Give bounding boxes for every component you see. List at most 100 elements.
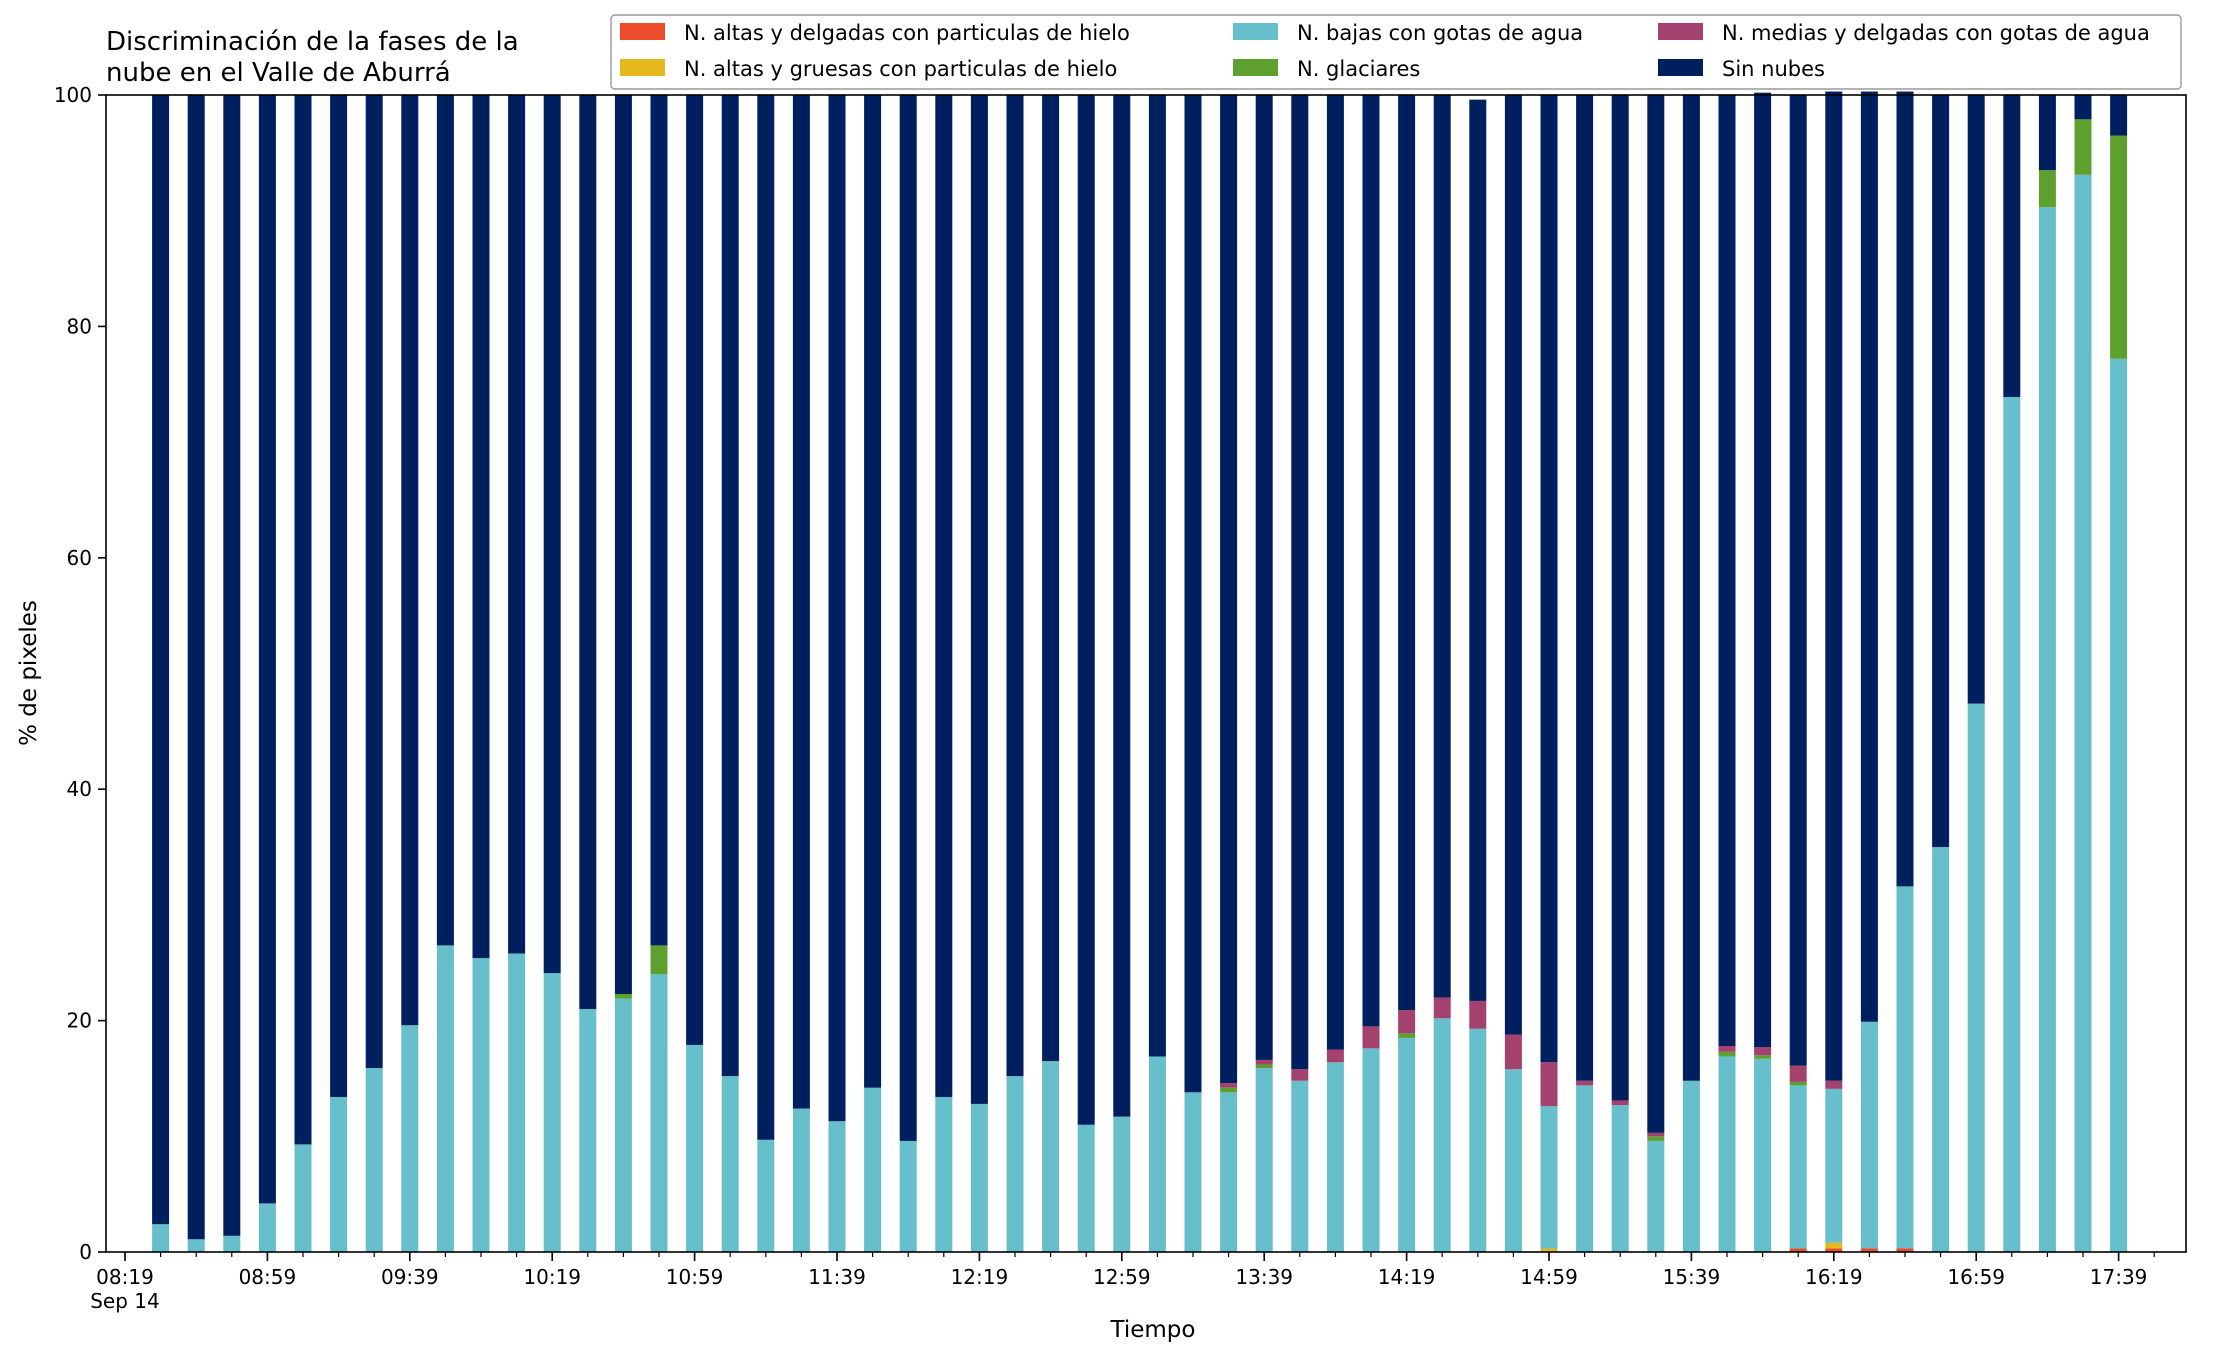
bar-segment-1429-s4 bbox=[1433, 997, 1451, 1019]
bar-segment-1529-s4 bbox=[1647, 1132, 1665, 1137]
bar-segment-1319-s5 bbox=[1184, 95, 1202, 1093]
bar-segment-1129-s2 bbox=[792, 1108, 810, 1252]
bar-segment-1649-s2 bbox=[1932, 847, 1950, 1252]
bar-segment-1159-s2 bbox=[899, 1140, 917, 1252]
bar-segment-1449-s5 bbox=[1504, 95, 1522, 1035]
bar-segment-1739-s5 bbox=[2110, 95, 2128, 136]
legend-label-1: N. altas y gruesas con particulas de hie… bbox=[684, 57, 1117, 81]
bar-segment-1329-s4 bbox=[1220, 1083, 1238, 1088]
bar-segment-1729-s2 bbox=[2074, 174, 2092, 1253]
y-tick-label-0: 0 bbox=[79, 1240, 92, 1264]
bar-segment-1709-s5 bbox=[2003, 95, 2021, 397]
bar-segment-1619-s0 bbox=[1825, 1248, 1843, 1252]
bar-segment-1059-s2 bbox=[686, 1044, 704, 1252]
x-tick-label-12: 16:19 bbox=[1805, 1265, 1863, 1289]
bar-segment-1519-s2 bbox=[1611, 1105, 1629, 1252]
bar-segment-1309-s2 bbox=[1148, 1056, 1166, 1252]
bar-segment-1519-s5 bbox=[1611, 95, 1629, 1101]
bar-segment-1619-s4 bbox=[1825, 1080, 1843, 1089]
bar-segment-1249-s2 bbox=[1077, 1124, 1095, 1252]
bar-segment-1609-s0 bbox=[1789, 1248, 1807, 1252]
bar-segment-1419-s3 bbox=[1398, 1033, 1416, 1038]
bar-segment-1439-s5 bbox=[1469, 99, 1487, 1001]
bar-segment-1719-s3 bbox=[2038, 170, 2056, 208]
bar-segment-1249-s5 bbox=[1077, 95, 1095, 1125]
bar-segment-0849-s5 bbox=[223, 95, 241, 1236]
legend-swatch-5 bbox=[1658, 59, 1703, 76]
bar-segment-1619-s5 bbox=[1825, 91, 1843, 1081]
bar-segment-1549-s3 bbox=[1718, 1051, 1736, 1057]
bar-segment-1709-s2 bbox=[2003, 396, 2021, 1253]
bar-segment-0859-s2 bbox=[258, 1203, 276, 1252]
bar-segment-1219-s2 bbox=[970, 1103, 988, 1252]
legend-label-5: Sin nubes bbox=[1722, 57, 1825, 81]
bar-segment-1539-s5 bbox=[1682, 95, 1700, 1081]
chart-title: Discriminación de la fases de la nube en … bbox=[106, 27, 519, 88]
legend-label-3: N. glaciares bbox=[1297, 57, 1420, 81]
bar-segment-1029-s2 bbox=[579, 1009, 597, 1252]
bar-segment-1549-s4 bbox=[1718, 1046, 1736, 1052]
bar-segment-1609-s5 bbox=[1789, 95, 1807, 1066]
x-tick-label-4: 10:59 bbox=[666, 1265, 724, 1289]
bar-segment-1619-s1 bbox=[1825, 1242, 1843, 1249]
legend-swatch-3 bbox=[1233, 59, 1278, 76]
bar-segment-0959-s2 bbox=[472, 958, 490, 1252]
bar-segment-1409-s5 bbox=[1362, 95, 1380, 1027]
bar-segment-0939-s2 bbox=[401, 1025, 419, 1252]
bar-segment-1419-s2 bbox=[1398, 1037, 1416, 1252]
bar-segment-1619-s2 bbox=[1825, 1088, 1843, 1243]
bar-segment-1219-s5 bbox=[970, 95, 988, 1104]
bar-segment-1339-s2 bbox=[1255, 1068, 1273, 1252]
bar-segment-1309-s5 bbox=[1148, 95, 1166, 1057]
bar-segment-1429-s5 bbox=[1433, 95, 1451, 998]
bar-segment-0829-s2 bbox=[152, 1224, 170, 1252]
bar-segment-1359-s2 bbox=[1326, 1062, 1344, 1252]
bar-segment-1159-s5 bbox=[899, 95, 917, 1141]
bar-segment-1609-s4 bbox=[1789, 1065, 1807, 1082]
bar-segment-1549-s5 bbox=[1718, 95, 1736, 1047]
bar-segment-1359-s5 bbox=[1326, 95, 1344, 1050]
bar-segment-1649-s5 bbox=[1932, 95, 1950, 848]
bar-segment-1229-s5 bbox=[1006, 95, 1024, 1077]
x-tick-label-2: 09:39 bbox=[381, 1265, 439, 1289]
x-tick-label-14: 17:39 bbox=[2090, 1265, 2148, 1289]
bar-segment-1439-s2 bbox=[1469, 1028, 1487, 1252]
bar-segment-1719-s2 bbox=[2038, 207, 2056, 1253]
x-tick-label-6: 12:19 bbox=[951, 1265, 1009, 1289]
bar-segment-1119-s2 bbox=[757, 1139, 775, 1252]
bar-segment-0929-s5 bbox=[365, 95, 383, 1069]
bar-segment-1639-s5 bbox=[1896, 91, 1914, 887]
bar-segment-0839-s2 bbox=[187, 1239, 205, 1252]
bar-segment-1139-s5 bbox=[828, 95, 846, 1122]
bar-segment-1049-s2 bbox=[650, 974, 668, 1252]
bar-segment-0829-s5 bbox=[152, 95, 170, 1225]
bar-segment-1419-s4 bbox=[1398, 1010, 1416, 1034]
bar-segment-1109-s5 bbox=[721, 95, 739, 1077]
bar-segment-0949-s2 bbox=[436, 945, 454, 1252]
bar-segment-1609-s3 bbox=[1789, 1081, 1807, 1086]
x-tick-label-7: 12:59 bbox=[1093, 1265, 1151, 1289]
bar-segment-1339-s5 bbox=[1255, 95, 1273, 1060]
legend-label-2: N. bajas con gotas de agua bbox=[1297, 21, 1583, 45]
bar-segment-1659-s2 bbox=[1967, 703, 1985, 1252]
bars-layer bbox=[152, 91, 2128, 1253]
y-axis-label: % de pixeles bbox=[16, 600, 42, 746]
x-axis-label: Tiempo bbox=[1110, 1317, 1196, 1343]
bar-segment-1509-s4 bbox=[1576, 1080, 1594, 1086]
bar-segment-1039-s3 bbox=[614, 993, 632, 999]
bar-segment-1259-s5 bbox=[1113, 95, 1131, 1117]
bar-segment-1659-s5 bbox=[1967, 95, 1985, 704]
bar-segment-1329-s2 bbox=[1220, 1092, 1238, 1252]
legend-swatch-4 bbox=[1658, 23, 1703, 40]
bar-segment-0839-s5 bbox=[187, 95, 205, 1240]
bar-segment-1349-s2 bbox=[1291, 1080, 1309, 1252]
bar-segment-1529-s2 bbox=[1647, 1140, 1665, 1252]
bar-segment-0929-s2 bbox=[365, 1068, 383, 1252]
bar-segment-1349-s5 bbox=[1291, 95, 1309, 1070]
bar-segment-1329-s3 bbox=[1220, 1087, 1238, 1093]
bar-segment-1629-s2 bbox=[1860, 1021, 1878, 1249]
bar-segment-1239-s5 bbox=[1042, 95, 1060, 1062]
bar-segment-1029-s5 bbox=[579, 95, 597, 1010]
bar-segment-0909-s2 bbox=[294, 1144, 312, 1252]
